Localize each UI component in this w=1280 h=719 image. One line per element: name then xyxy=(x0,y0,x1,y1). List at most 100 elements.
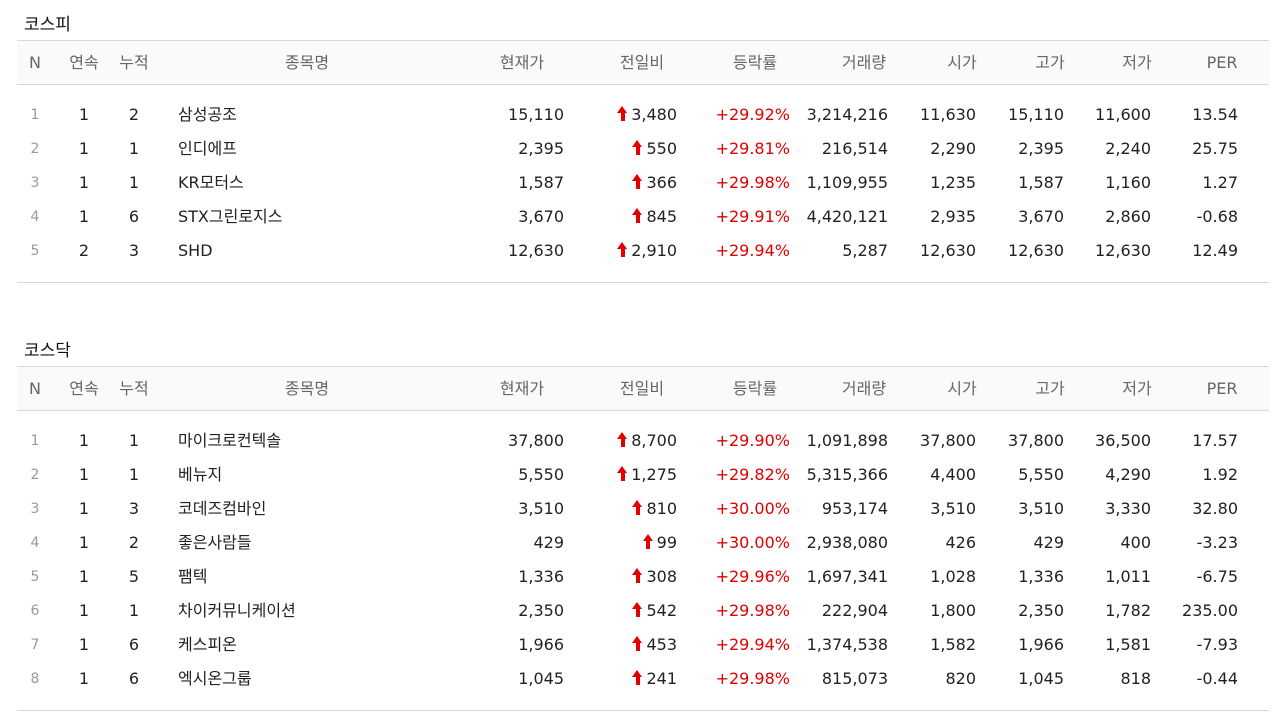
current-price: 15,110 xyxy=(508,105,564,124)
open-price: 426 xyxy=(945,533,976,552)
price-change: 1,275 xyxy=(587,458,677,492)
open-price: 4,400 xyxy=(930,465,976,484)
stock-name-link[interactable]: 차이커뮤니케이션 xyxy=(178,601,296,620)
low-price: 400 xyxy=(1120,533,1151,552)
change-rate: +29.96% xyxy=(715,567,790,586)
price-change: 542 xyxy=(587,594,677,628)
change-rate: +29.98% xyxy=(715,601,790,620)
stock-name-link[interactable]: STX그린로지스 xyxy=(178,207,283,226)
change-rate: +29.82% xyxy=(715,465,790,484)
trade-volume: 1,109,955 xyxy=(806,173,888,192)
row-number: 1 xyxy=(30,107,40,123)
open-price: 37,800 xyxy=(920,431,976,450)
open-price: 1,028 xyxy=(930,567,976,586)
header-open[interactable]: 시가 xyxy=(947,53,977,72)
header-high[interactable]: 고가 xyxy=(1035,53,1065,72)
low-price: 1,160 xyxy=(1105,173,1151,192)
table-row: 1 1 2 삼성공조 15,110 3,480 +29.92% 3,214,216 11,630… xyxy=(17,98,1269,132)
stock-name-link[interactable]: 인디에프 xyxy=(178,139,237,158)
table-row: 8 1 6 엑시온그룹 1,045 241 +29.98% 815,073 820 1,045 81… xyxy=(17,662,1269,696)
header-low[interactable]: 저가 xyxy=(1122,53,1152,72)
header-change[interactable]: 전일비 xyxy=(619,53,665,72)
stock-name-link[interactable]: 베뉴지 xyxy=(178,465,223,484)
price-change-value: 1,275 xyxy=(631,465,677,484)
price-change-value: 453 xyxy=(646,635,677,654)
stock-name-link[interactable]: 코데즈컴바인 xyxy=(178,499,267,518)
price-change: 241 xyxy=(587,662,677,696)
header-change[interactable]: 전일비 xyxy=(619,379,665,398)
header-rate[interactable]: 등락률 xyxy=(732,379,778,398)
trade-volume: 5,315,366 xyxy=(806,465,888,484)
section-title: 코스피 xyxy=(24,15,71,35)
header-n: N xyxy=(29,379,41,398)
header-volume[interactable]: 거래량 xyxy=(841,379,887,398)
table-row: 5 1 5 팸텍 1,336 308 +29.96% 1,697,341 1,028 1,336 1… xyxy=(17,560,1269,594)
stock-name-link[interactable]: KR모터스 xyxy=(178,173,244,192)
price-change: 366 xyxy=(587,166,677,200)
price-change: 2,910 xyxy=(587,234,677,268)
header-per[interactable]: PER xyxy=(1206,53,1238,72)
header-high[interactable]: 고가 xyxy=(1035,379,1065,398)
per-value: 13.54 xyxy=(1192,105,1238,124)
table-row: 7 1 6 케스피온 1,966 453 +29.94% 1,374,538 1,582 1,96… xyxy=(17,628,1269,662)
row-number: 5 xyxy=(30,569,40,585)
header-open[interactable]: 시가 xyxy=(947,379,977,398)
row-number: 4 xyxy=(30,535,40,551)
header-name[interactable]: 종목명 xyxy=(284,53,330,72)
change-rate: +30.00% xyxy=(715,533,790,552)
trade-volume: 222,904 xyxy=(821,601,888,620)
high-price: 1,336 xyxy=(1018,567,1064,586)
stock-name-link[interactable]: 삼성공조 xyxy=(178,105,237,124)
current-price: 1,587 xyxy=(518,173,564,192)
header-volume[interactable]: 거래량 xyxy=(841,53,887,72)
low-price: 2,860 xyxy=(1105,207,1151,226)
header-low[interactable]: 저가 xyxy=(1122,379,1152,398)
header-n: N xyxy=(29,53,41,72)
low-price: 4,290 xyxy=(1105,465,1151,484)
header-per[interactable]: PER xyxy=(1206,379,1238,398)
up-arrow-icon xyxy=(617,242,628,258)
high-price: 1,587 xyxy=(1018,173,1064,192)
high-price: 2,350 xyxy=(1018,601,1064,620)
table-header: N 연속 누적 종목명 현재가 전일비 등락률 거래량 시가 고가 저가 PER xyxy=(17,366,1269,411)
header-name[interactable]: 종목명 xyxy=(284,379,330,398)
per-value: 1.27 xyxy=(1202,173,1238,192)
high-price: 3,670 xyxy=(1018,207,1064,226)
stock-name-link[interactable]: 마이크로컨텍솔 xyxy=(178,431,282,450)
table-row: 6 1 1 차이커뮤니케이션 2,350 542 +29.98% 222,904 1,800 2,… xyxy=(17,594,1269,628)
header-price[interactable]: 현재가 xyxy=(499,379,545,398)
table-header: N 연속 누적 종목명 현재가 전일비 등락률 거래량 시가 고가 저가 PER xyxy=(17,40,1269,85)
header-accumulated: 누적 xyxy=(119,53,149,72)
open-price: 1,582 xyxy=(930,635,976,654)
up-arrow-icon xyxy=(632,602,643,618)
continuous-days: 1 xyxy=(78,173,90,192)
per-value: 25.75 xyxy=(1192,139,1238,158)
low-price: 12,630 xyxy=(1095,241,1151,260)
accumulated-count: 1 xyxy=(128,431,140,450)
continuous-days: 1 xyxy=(78,431,90,450)
stock-name-link[interactable]: 좋은사람들 xyxy=(178,533,252,552)
low-price: 1,782 xyxy=(1105,601,1151,620)
stock-name-link[interactable]: 엑시온그룹 xyxy=(178,669,252,688)
price-change-value: 241 xyxy=(646,669,677,688)
continuous-days: 2 xyxy=(78,241,90,260)
high-price: 1,966 xyxy=(1018,635,1064,654)
current-price: 1,966 xyxy=(518,635,564,654)
current-price: 2,395 xyxy=(518,139,564,158)
header-rate[interactable]: 등락률 xyxy=(732,53,778,72)
trade-volume: 1,091,898 xyxy=(806,431,888,450)
open-price: 12,630 xyxy=(920,241,976,260)
stock-name-link[interactable]: 팸텍 xyxy=(178,567,208,586)
header-price[interactable]: 현재가 xyxy=(499,53,545,72)
change-rate: +29.98% xyxy=(715,173,790,192)
up-arrow-icon xyxy=(632,636,643,652)
current-price: 3,510 xyxy=(518,499,564,518)
trade-volume: 815,073 xyxy=(821,669,888,688)
accumulated-count: 1 xyxy=(128,139,140,158)
row-number: 5 xyxy=(30,243,40,259)
stock-name-link[interactable]: 케스피온 xyxy=(178,635,237,654)
stock-name-link[interactable]: SHD xyxy=(178,241,213,260)
table-row: 2 1 1 베뉴지 5,550 1,275 +29.82% 5,315,366 4,400 5,5… xyxy=(17,458,1269,492)
continuous-days: 1 xyxy=(78,499,90,518)
change-rate: +29.94% xyxy=(715,241,790,260)
